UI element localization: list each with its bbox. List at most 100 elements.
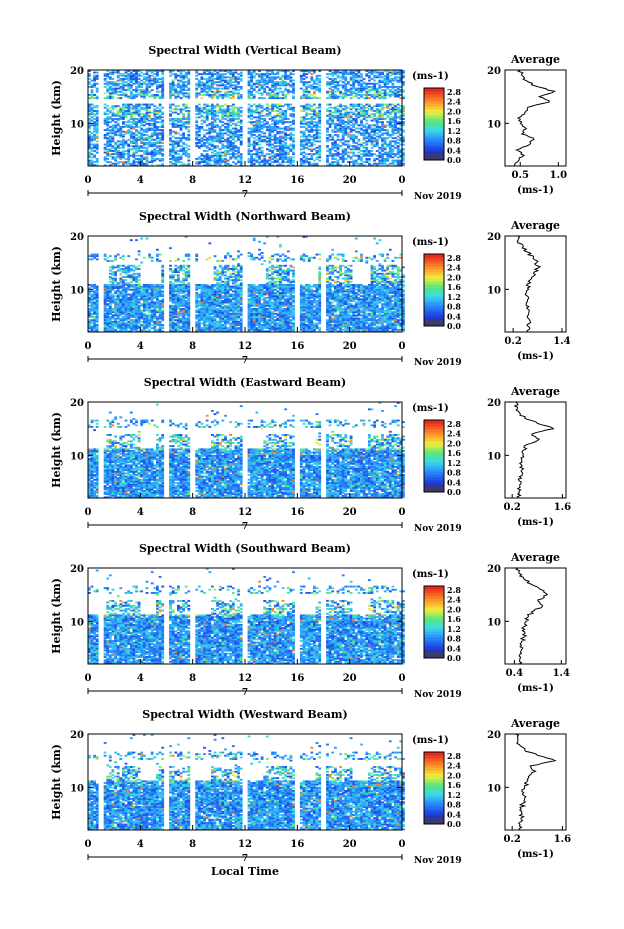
heatmap-cell <box>337 88 340 90</box>
heatmap-cell <box>326 145 329 147</box>
heatmap-cell <box>106 128 109 130</box>
heatmap-cell <box>261 92 264 94</box>
heatmap-cell <box>211 72 214 74</box>
heatmap-cell <box>148 152 151 154</box>
heatmap-cell <box>250 150 253 152</box>
heatmap-cell <box>337 160 340 162</box>
heatmap-cell <box>93 316 96 318</box>
heatmap-cell <box>140 286 143 288</box>
heatmap-cell <box>172 136 175 138</box>
heatmap-cell <box>182 132 185 134</box>
heatmap-cell <box>318 160 321 162</box>
heatmap-cell <box>216 118 219 120</box>
heatmap-cell <box>185 96 188 98</box>
heatmap-cell <box>227 86 230 88</box>
heatmap-cell <box>143 150 146 152</box>
heatmap-cell <box>292 152 295 154</box>
heatmap-cell <box>151 260 154 262</box>
heatmap-cell <box>227 134 230 136</box>
heatmap-cell <box>287 83 290 85</box>
heatmap-cell <box>214 110 217 112</box>
heatmap-cell <box>355 108 358 110</box>
heatmap-cell <box>237 121 240 123</box>
heatmap-cell <box>303 78 306 80</box>
heatmap-cell <box>237 124 240 126</box>
heatmap-cell <box>151 78 154 80</box>
heatmap-cell <box>143 81 146 83</box>
heatmap-cell <box>318 84 321 86</box>
heatmap-cell <box>331 153 334 155</box>
heatmap-cell <box>106 137 109 139</box>
heatmap-cell <box>174 131 177 133</box>
heatmap-cell <box>360 107 363 109</box>
heatmap-cell <box>287 89 290 91</box>
heatmap-cell <box>221 124 224 126</box>
heatmap-cell <box>376 132 379 134</box>
heatmap-cell <box>373 124 376 126</box>
heatmap-cell <box>337 128 340 130</box>
heatmap-cell <box>119 290 122 292</box>
heatmap-cell <box>229 124 232 126</box>
heatmap-cell <box>316 83 319 85</box>
heatmap-cell <box>269 124 272 126</box>
heatmap-cell <box>279 88 282 90</box>
heatmap-cell <box>378 126 381 128</box>
heatmap-cell <box>284 126 287 128</box>
heatmap-cell <box>274 120 277 122</box>
heatmap-cell <box>358 75 361 77</box>
heatmap-cell <box>112 260 115 262</box>
heatmap-cell <box>125 92 128 94</box>
heatmap-cell <box>371 153 374 155</box>
heatmap-cell <box>130 91 133 93</box>
heatmap-cell <box>355 145 358 147</box>
heatmap-cell <box>214 105 217 107</box>
heatmap-cell <box>122 150 125 152</box>
heatmap-cell <box>227 137 230 139</box>
heatmap-cell <box>300 148 303 150</box>
heatmap-cell <box>232 131 235 133</box>
heatmap-cell <box>282 105 285 107</box>
heatmap-cell <box>109 284 112 286</box>
heatmap-cell <box>371 83 374 85</box>
heatmap-cell <box>355 155 358 157</box>
heatmap-cell <box>316 112 319 114</box>
heatmap-cell <box>224 123 227 125</box>
heatmap-cell <box>269 76 272 78</box>
heatmap-cell <box>386 104 389 106</box>
heatmap-cell <box>201 76 204 78</box>
heatmap-cell <box>130 72 133 74</box>
colorbar-swatch <box>424 142 444 146</box>
heatmap-cell <box>161 142 164 144</box>
heatmap-cell <box>146 142 149 144</box>
heatmap-cell <box>125 161 128 163</box>
heatmap-cell <box>337 75 340 77</box>
colorbar-swatch <box>424 103 444 107</box>
heatmap-cell <box>368 132 371 134</box>
heatmap-cell <box>250 153 253 155</box>
heatmap-cell <box>208 76 211 78</box>
heatmap-cell <box>300 152 303 154</box>
heatmap-cell <box>358 104 361 106</box>
heatmap-cell <box>93 161 96 163</box>
colorbar-tick-label: 1.2 <box>447 126 461 136</box>
heatmap-cell <box>378 84 381 86</box>
heatmap-cell <box>140 116 143 118</box>
panel-1: Spectral Width (Vertical Beam)2010Height… <box>50 44 567 202</box>
heatmap-cell <box>256 148 259 150</box>
heatmap-cell <box>397 76 400 78</box>
heatmap-cell <box>269 148 272 150</box>
heatmap-cell <box>378 91 381 93</box>
heatmap-cell <box>138 305 141 307</box>
heatmap-cell <box>284 94 287 96</box>
heatmap-cell <box>216 81 219 83</box>
heatmap-cell <box>310 97 313 99</box>
heatmap-cell <box>112 150 115 152</box>
heatmap-cell <box>308 148 311 150</box>
heatmap-cell <box>232 72 235 74</box>
heatmap-cell <box>337 105 340 107</box>
heatmap-cell <box>269 156 272 158</box>
heatmap-cell <box>125 287 128 289</box>
heatmap-cell <box>290 128 293 130</box>
average-profile-line <box>514 70 555 166</box>
heatmap-cell <box>248 80 251 82</box>
